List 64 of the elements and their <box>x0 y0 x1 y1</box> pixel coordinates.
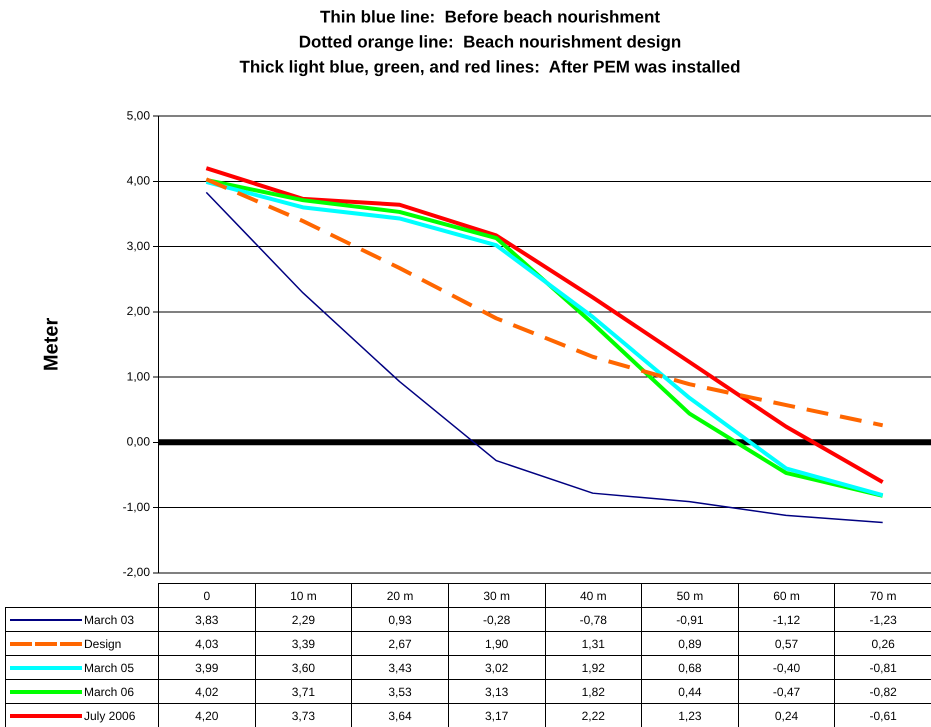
chart-title: Thin blue line: Before beach nourishment Dotted orange line: Beach nourishment design Thick light blue, green, and red lines: After PEM was installed <box>240 8 740 77</box>
data-label: -1,12 <box>738 608 835 632</box>
data-label: 3,83 <box>158 608 256 632</box>
data-label: 0,93 <box>352 608 448 632</box>
y-tick-label: 0,00 <box>126 434 150 449</box>
data-label: 3,43 <box>352 656 448 680</box>
data-label: 1,23 <box>642 704 738 727</box>
data-label: 4,03 <box>158 632 256 656</box>
data-label: -1,23 <box>834 608 931 632</box>
data-label: -0,78 <box>545 608 642 632</box>
data-label: -0,82 <box>834 680 931 704</box>
data-label: 1,92 <box>545 656 642 680</box>
data-label: 3,53 <box>352 680 448 704</box>
x-tick-label: 20 m <box>352 584 448 608</box>
y-tick-label: 3,00 <box>126 238 150 253</box>
data-label: 3,60 <box>255 656 352 680</box>
data-label: 2,29 <box>255 608 352 632</box>
y-tick-label: -1,00 <box>122 500 150 514</box>
data-label: 3,71 <box>255 680 352 704</box>
x-tick-label: 50 m <box>642 584 738 608</box>
data-label: 0,89 <box>642 632 738 656</box>
legend-label: March 03 <box>6 608 158 632</box>
y-tick-label: 1,00 <box>126 369 150 384</box>
x-tick-label: 40 m <box>545 584 642 608</box>
data-label: 1,82 <box>545 680 642 704</box>
y-tick-label: 4,00 <box>126 174 150 188</box>
data-label: 3,17 <box>448 704 545 727</box>
x-tick-label: 10 m <box>255 584 352 608</box>
data-label: -0,40 <box>738 656 835 680</box>
data-label: 1,90 <box>448 632 545 656</box>
data-label: 3,64 <box>352 704 448 727</box>
y-tick-label: 2,00 <box>126 304 150 318</box>
data-label: -0,81 <box>834 656 931 680</box>
data-label: 0,26 <box>834 632 931 656</box>
y-axis-title: Meter <box>40 318 63 372</box>
legend-label: March 05 <box>6 656 158 680</box>
data-label: 4,02 <box>158 680 256 704</box>
data-label: 2,67 <box>352 632 448 656</box>
data-label: -0,47 <box>738 680 835 704</box>
data-label: 4,20 <box>158 704 256 727</box>
y-tick-label: -2,00 <box>122 565 150 580</box>
data-label: 3,39 <box>255 632 352 656</box>
legend-label: Design <box>6 632 158 656</box>
data-label: 0,68 <box>642 656 738 680</box>
legend-label: July 2006 <box>6 704 158 727</box>
data-label: -0,61 <box>834 704 931 727</box>
data-label: -0,91 <box>642 608 738 632</box>
data-label: 2,22 <box>545 704 642 727</box>
x-tick-label: 60 m <box>738 584 835 608</box>
x-tick-label: 30 m <box>448 584 545 608</box>
y-tick-label: 5,00 <box>126 108 150 122</box>
x-tick-label: 0 <box>158 584 256 608</box>
data-label: -0,28 <box>448 608 545 632</box>
line-series <box>204 177 885 428</box>
data-label: 3,99 <box>158 656 256 680</box>
legend-label: March 06 <box>6 680 158 704</box>
data-label: 3,13 <box>448 680 545 704</box>
data-label: 0,44 <box>642 680 738 704</box>
data-label: 0,57 <box>738 632 835 656</box>
x-tick-label: 70 m <box>834 584 931 608</box>
data-label: 3,73 <box>255 704 352 727</box>
data-label: 3,02 <box>448 656 545 680</box>
data-label: 1,31 <box>545 632 642 656</box>
data-label: 0,24 <box>738 704 835 727</box>
